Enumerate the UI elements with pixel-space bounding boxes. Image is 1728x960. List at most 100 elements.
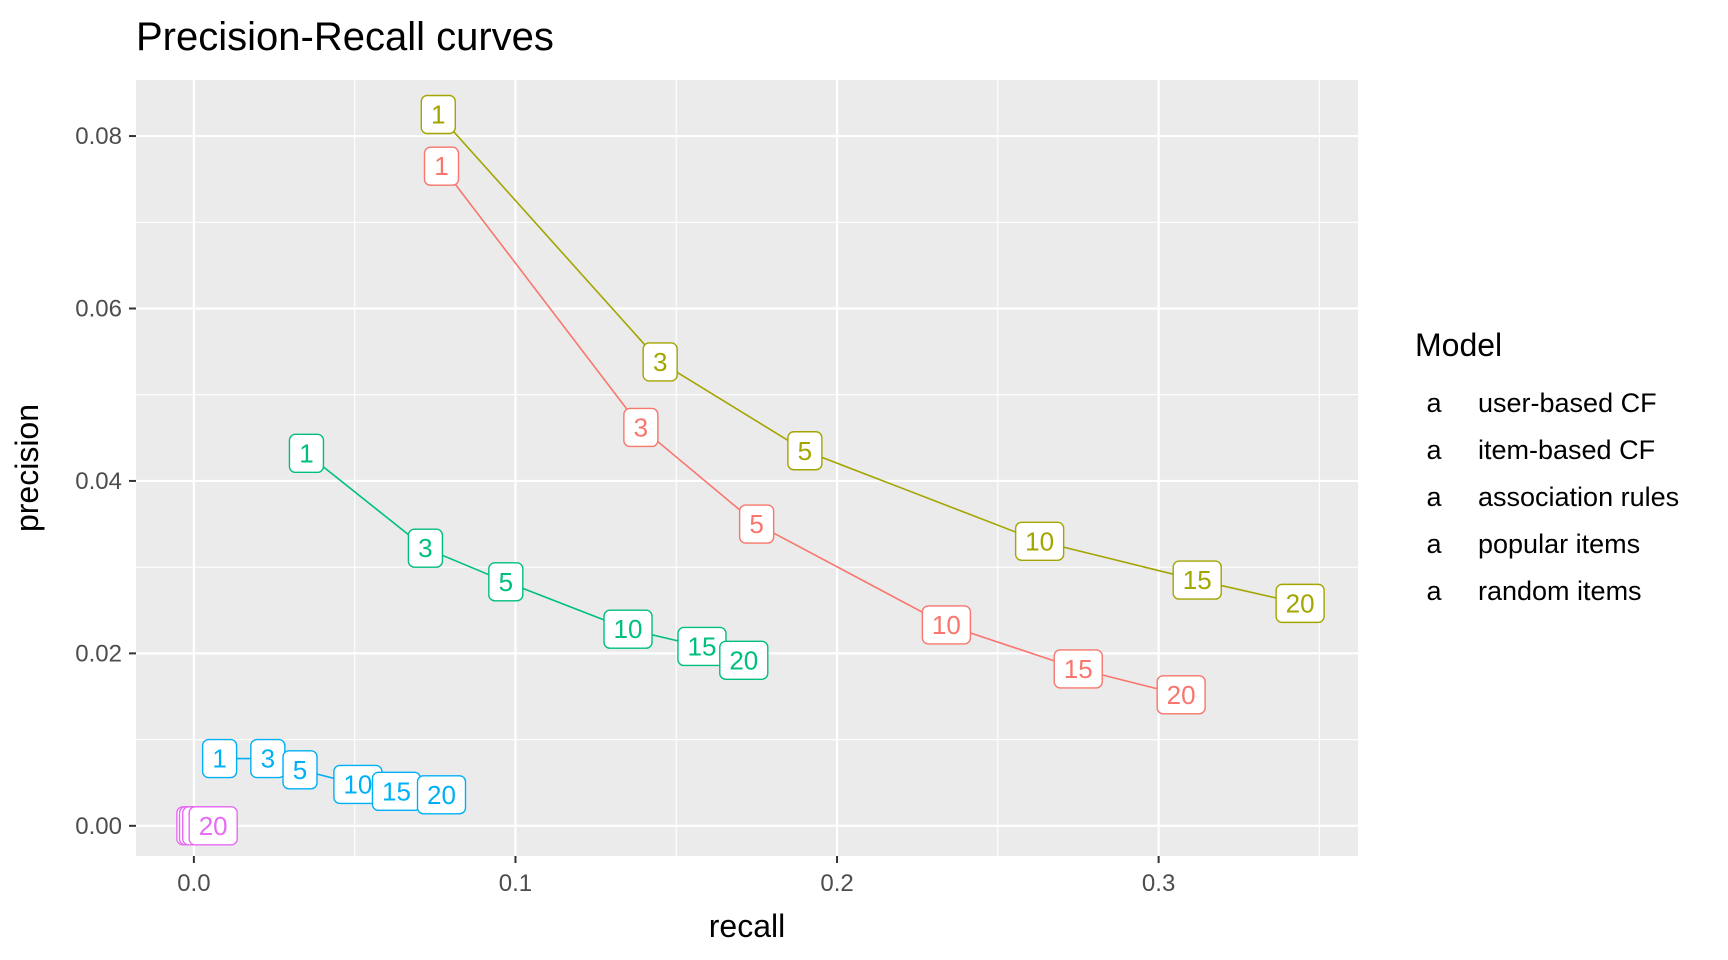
y-axis-title: precision: [9, 404, 45, 532]
y-tick-label: 0.06: [75, 295, 122, 322]
point-label-text: 1: [212, 744, 226, 774]
legend-item: a user-based CF: [1426, 388, 1656, 418]
point-label-box: [201, 738, 238, 779]
point-label: 5: [282, 750, 318, 790]
point-label: 15: [1172, 560, 1222, 600]
point-label-text: 5: [749, 509, 763, 539]
point-label: 20: [188, 806, 238, 846]
legend-label: popular items: [1478, 529, 1640, 559]
point-label-box: [416, 775, 467, 815]
point-label-box: [1172, 560, 1222, 600]
legend-key: a: [1426, 576, 1442, 606]
point-label-text: 5: [798, 436, 812, 466]
point-label-box: [1156, 675, 1206, 715]
point-label-text: 20: [1167, 680, 1196, 710]
point-label-text: 15: [1183, 565, 1212, 595]
point-label-box: [642, 342, 678, 382]
point-label: 3: [642, 342, 678, 382]
series-point-labels: 1351015201351015201351015201351015201351…: [176, 94, 1325, 846]
legend-label: user-based CF: [1478, 388, 1657, 418]
legend-key: a: [1426, 388, 1442, 418]
point-label: 3: [623, 407, 659, 448]
point-label: 5: [488, 562, 524, 602]
point-label-box: [488, 562, 524, 602]
point-label-text: 5: [499, 567, 513, 597]
plot-panel: [136, 80, 1358, 856]
point-label-text: 3: [261, 744, 275, 774]
point-label: 3: [407, 528, 444, 568]
legend-key: a: [1426, 529, 1442, 559]
point-label-box: [423, 146, 460, 186]
x-tick-label: 0.2: [820, 870, 853, 897]
point-label-box: [787, 431, 823, 471]
y-tick-label: 0.08: [75, 123, 122, 150]
legend-item: a popular items: [1426, 529, 1640, 559]
legend-key: a: [1426, 435, 1442, 465]
point-label-box: [1053, 649, 1103, 689]
chart-title: Precision-Recall curves: [136, 15, 554, 59]
x-tick-label: 0.0: [177, 870, 210, 897]
point-label-box: [282, 750, 318, 790]
point-label-text: 20: [1286, 588, 1315, 618]
legend-title: Model: [1415, 327, 1502, 363]
point-label: 1: [201, 738, 238, 779]
point-label-text: 5: [293, 755, 307, 785]
point-label-text: 3: [418, 533, 432, 563]
point-label: 10: [921, 605, 972, 645]
major-gridlines: [136, 80, 1358, 856]
point-label: 1: [420, 94, 456, 135]
legend: Model a user-based CF a item-based CF a assoc…: [1415, 327, 1679, 606]
point-label-text: 20: [199, 811, 228, 841]
point-label: 15: [371, 771, 422, 812]
x-tick-label: 0.3: [1142, 870, 1175, 897]
legend-label: random items: [1478, 576, 1642, 606]
minor-gridlines: [136, 80, 1358, 856]
point-label: 20: [719, 640, 769, 680]
point-label: 15: [1053, 649, 1103, 689]
point-label-box: [1275, 583, 1325, 624]
point-label: 1: [423, 146, 460, 186]
point-label-box: [188, 806, 238, 846]
point-label-text: 15: [1064, 654, 1093, 684]
point-label: 20: [1275, 583, 1325, 624]
point-label-text: 10: [932, 610, 961, 640]
point-label: 10: [603, 609, 653, 649]
point-label-box: [1014, 521, 1065, 561]
point-label-text: 15: [382, 776, 411, 806]
y-tick-label: 0.02: [75, 640, 122, 667]
legend-label: association rules: [1478, 482, 1679, 512]
legend-key: a: [1426, 482, 1442, 512]
point-label-text: 10: [1025, 526, 1054, 556]
point-label: 10: [1014, 521, 1065, 561]
point-label-text: 20: [729, 645, 758, 675]
legend-item: a association rules: [1426, 482, 1679, 512]
point-label: 20: [416, 775, 467, 815]
legend-item: a item-based CF: [1426, 435, 1655, 465]
point-label-text: 3: [634, 412, 648, 442]
y-tick-label: 0.04: [75, 468, 122, 495]
legend-item: a random items: [1426, 576, 1641, 606]
point-label: 1: [288, 433, 325, 474]
x-tick-label: 0.1: [499, 870, 532, 897]
point-label: 5: [787, 431, 823, 471]
point-label: 5: [738, 504, 775, 544]
point-label-box: [921, 605, 972, 645]
point-label-box: [623, 407, 659, 448]
point-label: 20: [1156, 675, 1206, 715]
point-label: 10: [333, 764, 383, 805]
point-label-box: [420, 94, 456, 135]
point-label-text: 1: [431, 99, 445, 129]
point-label-text: 20: [427, 780, 456, 810]
point-label-box: [738, 504, 775, 544]
point-label: 15: [677, 626, 727, 667]
point-label-text: 10: [343, 769, 372, 799]
point-label-box: [719, 640, 769, 680]
point-label-text: 15: [688, 631, 717, 661]
x-axis: 0.0 0.1 0.2 0.3: [177, 856, 1175, 897]
point-label-box: [603, 609, 653, 649]
point-label-text: 3: [653, 347, 667, 377]
point-label-box: [288, 433, 325, 474]
point-label: 3: [250, 738, 286, 779]
y-tick-label: 0.00: [75, 813, 122, 840]
